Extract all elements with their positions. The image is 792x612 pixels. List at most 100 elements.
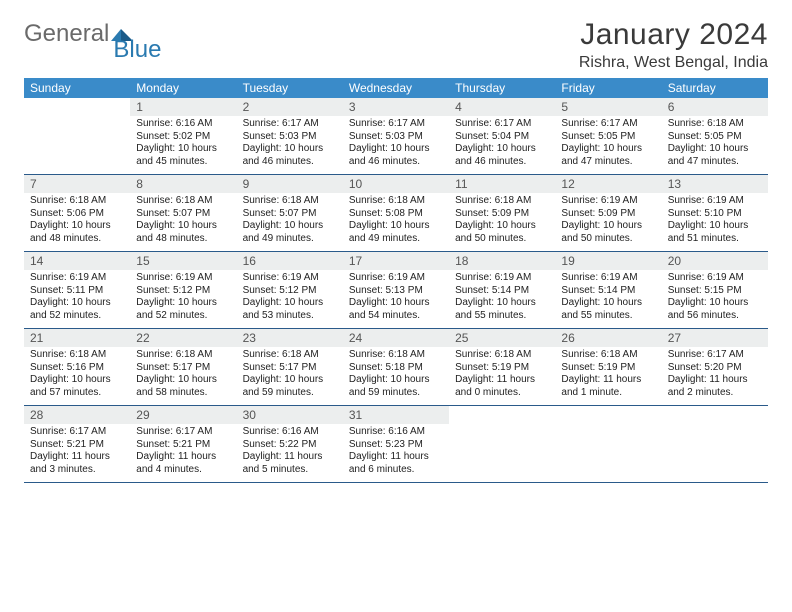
weekday-header: Saturday: [662, 78, 768, 98]
sunrise-line: Sunrise: 6:19 AM: [243, 272, 337, 285]
sunrise-line: Sunrise: 6:19 AM: [668, 272, 762, 285]
weekday-header: Thursday: [449, 78, 555, 98]
sunset-line: Sunset: 5:03 PM: [243, 131, 337, 144]
sunset-line: Sunset: 5:06 PM: [30, 208, 124, 221]
daylight-line: Daylight: 11 hours and 2 minutes.: [668, 374, 762, 399]
calendar-cell: 8Sunrise: 6:18 AMSunset: 5:07 PMDaylight…: [130, 175, 236, 252]
header: General Blue January 2024 Rishra, West B…: [24, 18, 768, 72]
calendar-cell: 26Sunrise: 6:18 AMSunset: 5:19 PMDayligh…: [555, 329, 661, 406]
day-body: Sunrise: 6:18 AMSunset: 5:19 PMDaylight:…: [449, 347, 555, 405]
day-body: Sunrise: 6:17 AMSunset: 5:20 PMDaylight:…: [662, 347, 768, 405]
calendar-cell: 23Sunrise: 6:18 AMSunset: 5:17 PMDayligh…: [237, 329, 343, 406]
day-number: 13: [662, 175, 768, 193]
calendar-cell: 31Sunrise: 6:16 AMSunset: 5:23 PMDayligh…: [343, 406, 449, 483]
sunset-line: Sunset: 5:07 PM: [136, 208, 230, 221]
sunrise-line: Sunrise: 6:19 AM: [668, 195, 762, 208]
day-number: 4: [449, 98, 555, 116]
weekday-header: Friday: [555, 78, 661, 98]
sunset-line: Sunset: 5:23 PM: [349, 439, 443, 452]
day-body: Sunrise: 6:19 AMSunset: 5:11 PMDaylight:…: [24, 270, 130, 328]
sunrise-line: Sunrise: 6:19 AM: [136, 272, 230, 285]
daylight-line: Daylight: 10 hours and 58 minutes.: [136, 374, 230, 399]
calendar-cell: 30Sunrise: 6:16 AMSunset: 5:22 PMDayligh…: [237, 406, 343, 483]
sunrise-line: Sunrise: 6:16 AM: [136, 118, 230, 131]
brand-blue: Blue: [113, 36, 161, 64]
day-number: 25: [449, 329, 555, 347]
sunrise-line: Sunrise: 6:19 AM: [455, 272, 549, 285]
day-number: 24: [343, 329, 449, 347]
calendar-cell: 19Sunrise: 6:19 AMSunset: 5:14 PMDayligh…: [555, 252, 661, 329]
calendar-cell: 21Sunrise: 6:18 AMSunset: 5:16 PMDayligh…: [24, 329, 130, 406]
day-body: Sunrise: 6:16 AMSunset: 5:23 PMDaylight:…: [343, 424, 449, 482]
calendar-cell: 13Sunrise: 6:19 AMSunset: 5:10 PMDayligh…: [662, 175, 768, 252]
calendar-cell: [24, 98, 130, 175]
day-number: 12: [555, 175, 661, 193]
sunrise-line: Sunrise: 6:18 AM: [136, 195, 230, 208]
daylight-line: Daylight: 10 hours and 52 minutes.: [30, 297, 124, 322]
sunrise-line: Sunrise: 6:18 AM: [349, 349, 443, 362]
sunset-line: Sunset: 5:04 PM: [455, 131, 549, 144]
day-number: 11: [449, 175, 555, 193]
day-body: Sunrise: 6:17 AMSunset: 5:05 PMDaylight:…: [555, 116, 661, 174]
sunset-line: Sunset: 5:19 PM: [455, 362, 549, 375]
calendar-cell: 18Sunrise: 6:19 AMSunset: 5:14 PMDayligh…: [449, 252, 555, 329]
day-body: [24, 116, 130, 174]
sunrise-line: Sunrise: 6:18 AM: [455, 195, 549, 208]
calendar-cell: 14Sunrise: 6:19 AMSunset: 5:11 PMDayligh…: [24, 252, 130, 329]
calendar-week-row: 7Sunrise: 6:18 AMSunset: 5:06 PMDaylight…: [24, 175, 768, 252]
daylight-line: Daylight: 10 hours and 51 minutes.: [668, 220, 762, 245]
weekday-header: Wednesday: [343, 78, 449, 98]
day-number: 2: [237, 98, 343, 116]
calendar-cell: 10Sunrise: 6:18 AMSunset: 5:08 PMDayligh…: [343, 175, 449, 252]
day-number: 10: [343, 175, 449, 193]
calendar-cell: 17Sunrise: 6:19 AMSunset: 5:13 PMDayligh…: [343, 252, 449, 329]
daylight-line: Daylight: 11 hours and 3 minutes.: [30, 451, 124, 476]
daylight-line: Daylight: 10 hours and 47 minutes.: [561, 143, 655, 168]
day-number: 8: [130, 175, 236, 193]
calendar-cell: 15Sunrise: 6:19 AMSunset: 5:12 PMDayligh…: [130, 252, 236, 329]
daylight-line: Daylight: 10 hours and 50 minutes.: [455, 220, 549, 245]
day-body: Sunrise: 6:19 AMSunset: 5:14 PMDaylight:…: [449, 270, 555, 328]
calendar-cell: 22Sunrise: 6:18 AMSunset: 5:17 PMDayligh…: [130, 329, 236, 406]
day-number: 27: [662, 329, 768, 347]
sunset-line: Sunset: 5:08 PM: [349, 208, 443, 221]
day-number: 23: [237, 329, 343, 347]
sunset-line: Sunset: 5:07 PM: [243, 208, 337, 221]
sunrise-line: Sunrise: 6:16 AM: [243, 426, 337, 439]
day-body: Sunrise: 6:16 AMSunset: 5:22 PMDaylight:…: [237, 424, 343, 482]
sunrise-line: Sunrise: 6:18 AM: [561, 349, 655, 362]
calendar-cell: 9Sunrise: 6:18 AMSunset: 5:07 PMDaylight…: [237, 175, 343, 252]
day-body: Sunrise: 6:17 AMSunset: 5:04 PMDaylight:…: [449, 116, 555, 174]
day-body: Sunrise: 6:19 AMSunset: 5:14 PMDaylight:…: [555, 270, 661, 328]
day-number: 20: [662, 252, 768, 270]
daylight-line: Daylight: 10 hours and 59 minutes.: [243, 374, 337, 399]
calendar-cell: 11Sunrise: 6:18 AMSunset: 5:09 PMDayligh…: [449, 175, 555, 252]
calendar-cell: 27Sunrise: 6:17 AMSunset: 5:20 PMDayligh…: [662, 329, 768, 406]
day-number: [555, 406, 661, 424]
day-body: Sunrise: 6:18 AMSunset: 5:08 PMDaylight:…: [343, 193, 449, 251]
calendar-cell: [449, 406, 555, 483]
day-body: Sunrise: 6:18 AMSunset: 5:07 PMDaylight:…: [237, 193, 343, 251]
calendar-week-row: 1Sunrise: 6:16 AMSunset: 5:02 PMDaylight…: [24, 98, 768, 175]
daylight-line: Daylight: 10 hours and 46 minutes.: [243, 143, 337, 168]
day-body: Sunrise: 6:16 AMSunset: 5:02 PMDaylight:…: [130, 116, 236, 174]
sunrise-line: Sunrise: 6:19 AM: [561, 195, 655, 208]
sunset-line: Sunset: 5:14 PM: [561, 285, 655, 298]
calendar-week-row: 21Sunrise: 6:18 AMSunset: 5:16 PMDayligh…: [24, 329, 768, 406]
daylight-line: Daylight: 10 hours and 46 minutes.: [455, 143, 549, 168]
day-body: Sunrise: 6:18 AMSunset: 5:18 PMDaylight:…: [343, 347, 449, 405]
day-number: [24, 98, 130, 116]
sunrise-line: Sunrise: 6:19 AM: [30, 272, 124, 285]
location-label: Rishra, West Bengal, India: [579, 54, 768, 72]
day-body: Sunrise: 6:19 AMSunset: 5:09 PMDaylight:…: [555, 193, 661, 251]
sunset-line: Sunset: 5:15 PM: [668, 285, 762, 298]
daylight-line: Daylight: 11 hours and 0 minutes.: [455, 374, 549, 399]
sunrise-line: Sunrise: 6:17 AM: [455, 118, 549, 131]
day-number: 1: [130, 98, 236, 116]
calendar-cell: 12Sunrise: 6:19 AMSunset: 5:09 PMDayligh…: [555, 175, 661, 252]
sunset-line: Sunset: 5:21 PM: [136, 439, 230, 452]
calendar-cell: 25Sunrise: 6:18 AMSunset: 5:19 PMDayligh…: [449, 329, 555, 406]
day-number: [662, 406, 768, 424]
sunset-line: Sunset: 5:12 PM: [136, 285, 230, 298]
day-body: Sunrise: 6:19 AMSunset: 5:12 PMDaylight:…: [237, 270, 343, 328]
